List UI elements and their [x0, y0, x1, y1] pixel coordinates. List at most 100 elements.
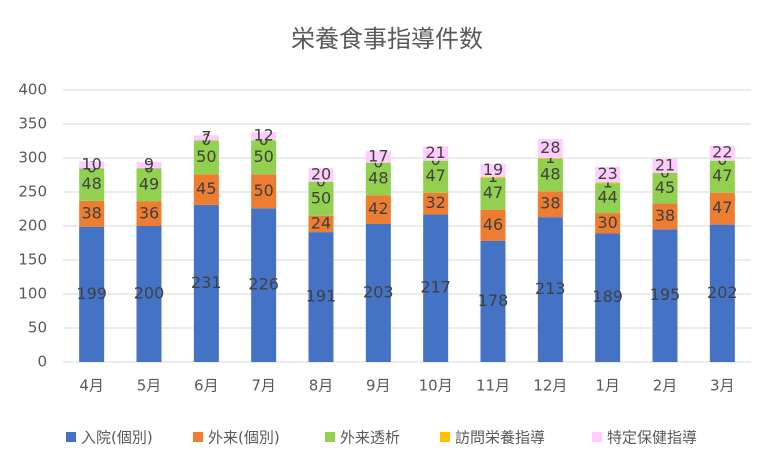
data-label: 12	[253, 126, 273, 145]
data-label: 50	[196, 147, 216, 166]
data-label: 24	[311, 213, 331, 232]
x-tick-label: 4月	[79, 377, 104, 395]
y-tick-label: 100	[18, 285, 47, 303]
bar-segment	[423, 146, 449, 161]
bar-segment	[365, 151, 391, 163]
bar-segment	[537, 217, 563, 362]
data-label: 20	[311, 165, 331, 184]
bar-segment	[365, 195, 391, 224]
legend-swatch	[193, 432, 203, 442]
data-label: 42	[368, 199, 388, 218]
legend-label: 特定保健指導	[607, 429, 697, 447]
data-label: 23	[597, 164, 617, 183]
data-label: 231	[191, 273, 222, 292]
bar-segment	[480, 164, 506, 178]
bar-segment	[652, 172, 678, 204]
data-label: 36	[139, 203, 159, 222]
x-tick-label: 3月	[710, 377, 735, 395]
bar-segment	[193, 140, 219, 175]
bar-segment	[308, 181, 334, 216]
legend-label: 外来(個別)	[208, 429, 280, 447]
bar-segment	[79, 200, 105, 227]
bar-segment	[251, 132, 277, 141]
data-label: 47	[483, 183, 503, 202]
data-label: 50	[253, 147, 273, 166]
x-tick-label: 6月	[194, 377, 219, 395]
bar-segment	[480, 209, 506, 241]
data-label: 32	[425, 193, 445, 212]
chart-title: 栄養食事指導件数	[291, 25, 483, 53]
data-label: 200	[134, 284, 165, 303]
x-tick-label: 11月	[476, 377, 510, 395]
y-tick-label: 400	[18, 81, 47, 99]
bar-segment	[423, 160, 449, 193]
bar-segment	[79, 226, 105, 362]
data-label: 50	[253, 181, 273, 200]
bar-segment	[136, 162, 162, 169]
bar-segment	[365, 162, 391, 196]
bar-segment	[423, 192, 449, 215]
data-label: 47	[712, 166, 732, 185]
bar-segment	[537, 158, 563, 192]
data-label: 38	[540, 194, 560, 213]
data-label: 45	[655, 178, 675, 197]
data-label: 45	[196, 179, 216, 198]
bar-segment	[193, 174, 219, 205]
data-label: 22	[712, 143, 732, 162]
bar-segment	[595, 213, 621, 234]
bar-segment	[595, 233, 621, 362]
bar-segment	[652, 158, 678, 173]
bar-segment	[652, 203, 678, 230]
legend-swatch	[66, 432, 76, 442]
bar-segment	[480, 240, 506, 362]
y-tick-label: 200	[18, 217, 47, 235]
bar-segment	[308, 215, 334, 233]
data-label: 47	[425, 166, 445, 185]
data-label: 178	[478, 291, 509, 310]
legend-swatch	[592, 432, 602, 442]
y-tick-label: 350	[18, 115, 47, 133]
data-label: 203	[363, 282, 394, 301]
data-label: 195	[650, 285, 681, 304]
x-tick-label: 7月	[251, 377, 276, 395]
data-label: 48	[368, 169, 388, 188]
x-tick-label: 10月	[419, 377, 453, 395]
x-tick-label: 12月	[533, 377, 567, 395]
bar-segment	[537, 158, 563, 159]
data-label: 47	[712, 198, 732, 217]
bar-segment	[79, 161, 105, 169]
bar-segment	[193, 204, 219, 362]
y-tick-label: 50	[28, 319, 47, 337]
data-label: 10	[81, 154, 101, 173]
legend-label: 訪問栄養指導	[455, 429, 545, 447]
x-tick-label: 1月	[595, 377, 620, 395]
data-label: 9	[144, 155, 154, 174]
data-label: 50	[311, 188, 331, 207]
bar-segment	[79, 168, 105, 201]
data-label: 21	[655, 155, 675, 174]
bar-segment	[193, 135, 219, 141]
bar-segment	[251, 208, 277, 362]
y-tick-label: 250	[18, 183, 47, 201]
data-label: 28	[540, 138, 560, 157]
data-label: 189	[592, 287, 623, 306]
bar-segment	[480, 177, 506, 210]
bar-segment	[308, 232, 334, 362]
bar-segment	[136, 201, 162, 226]
data-label: 213	[535, 279, 566, 298]
bar-segment	[423, 214, 449, 362]
bar-segment	[709, 192, 735, 225]
x-tick-label: 5月	[137, 377, 162, 395]
data-label: 46	[483, 215, 503, 234]
data-label: 38	[655, 206, 675, 225]
data-label: 7	[201, 127, 211, 146]
bar-segment	[365, 223, 391, 362]
bar-segment	[595, 182, 621, 184]
bar-segment	[709, 160, 735, 193]
bar-segment	[595, 166, 621, 183]
data-label: 30	[597, 213, 617, 232]
data-label: 202	[707, 283, 738, 302]
bar-segment	[308, 168, 334, 182]
x-tick-label: 9月	[366, 377, 391, 395]
